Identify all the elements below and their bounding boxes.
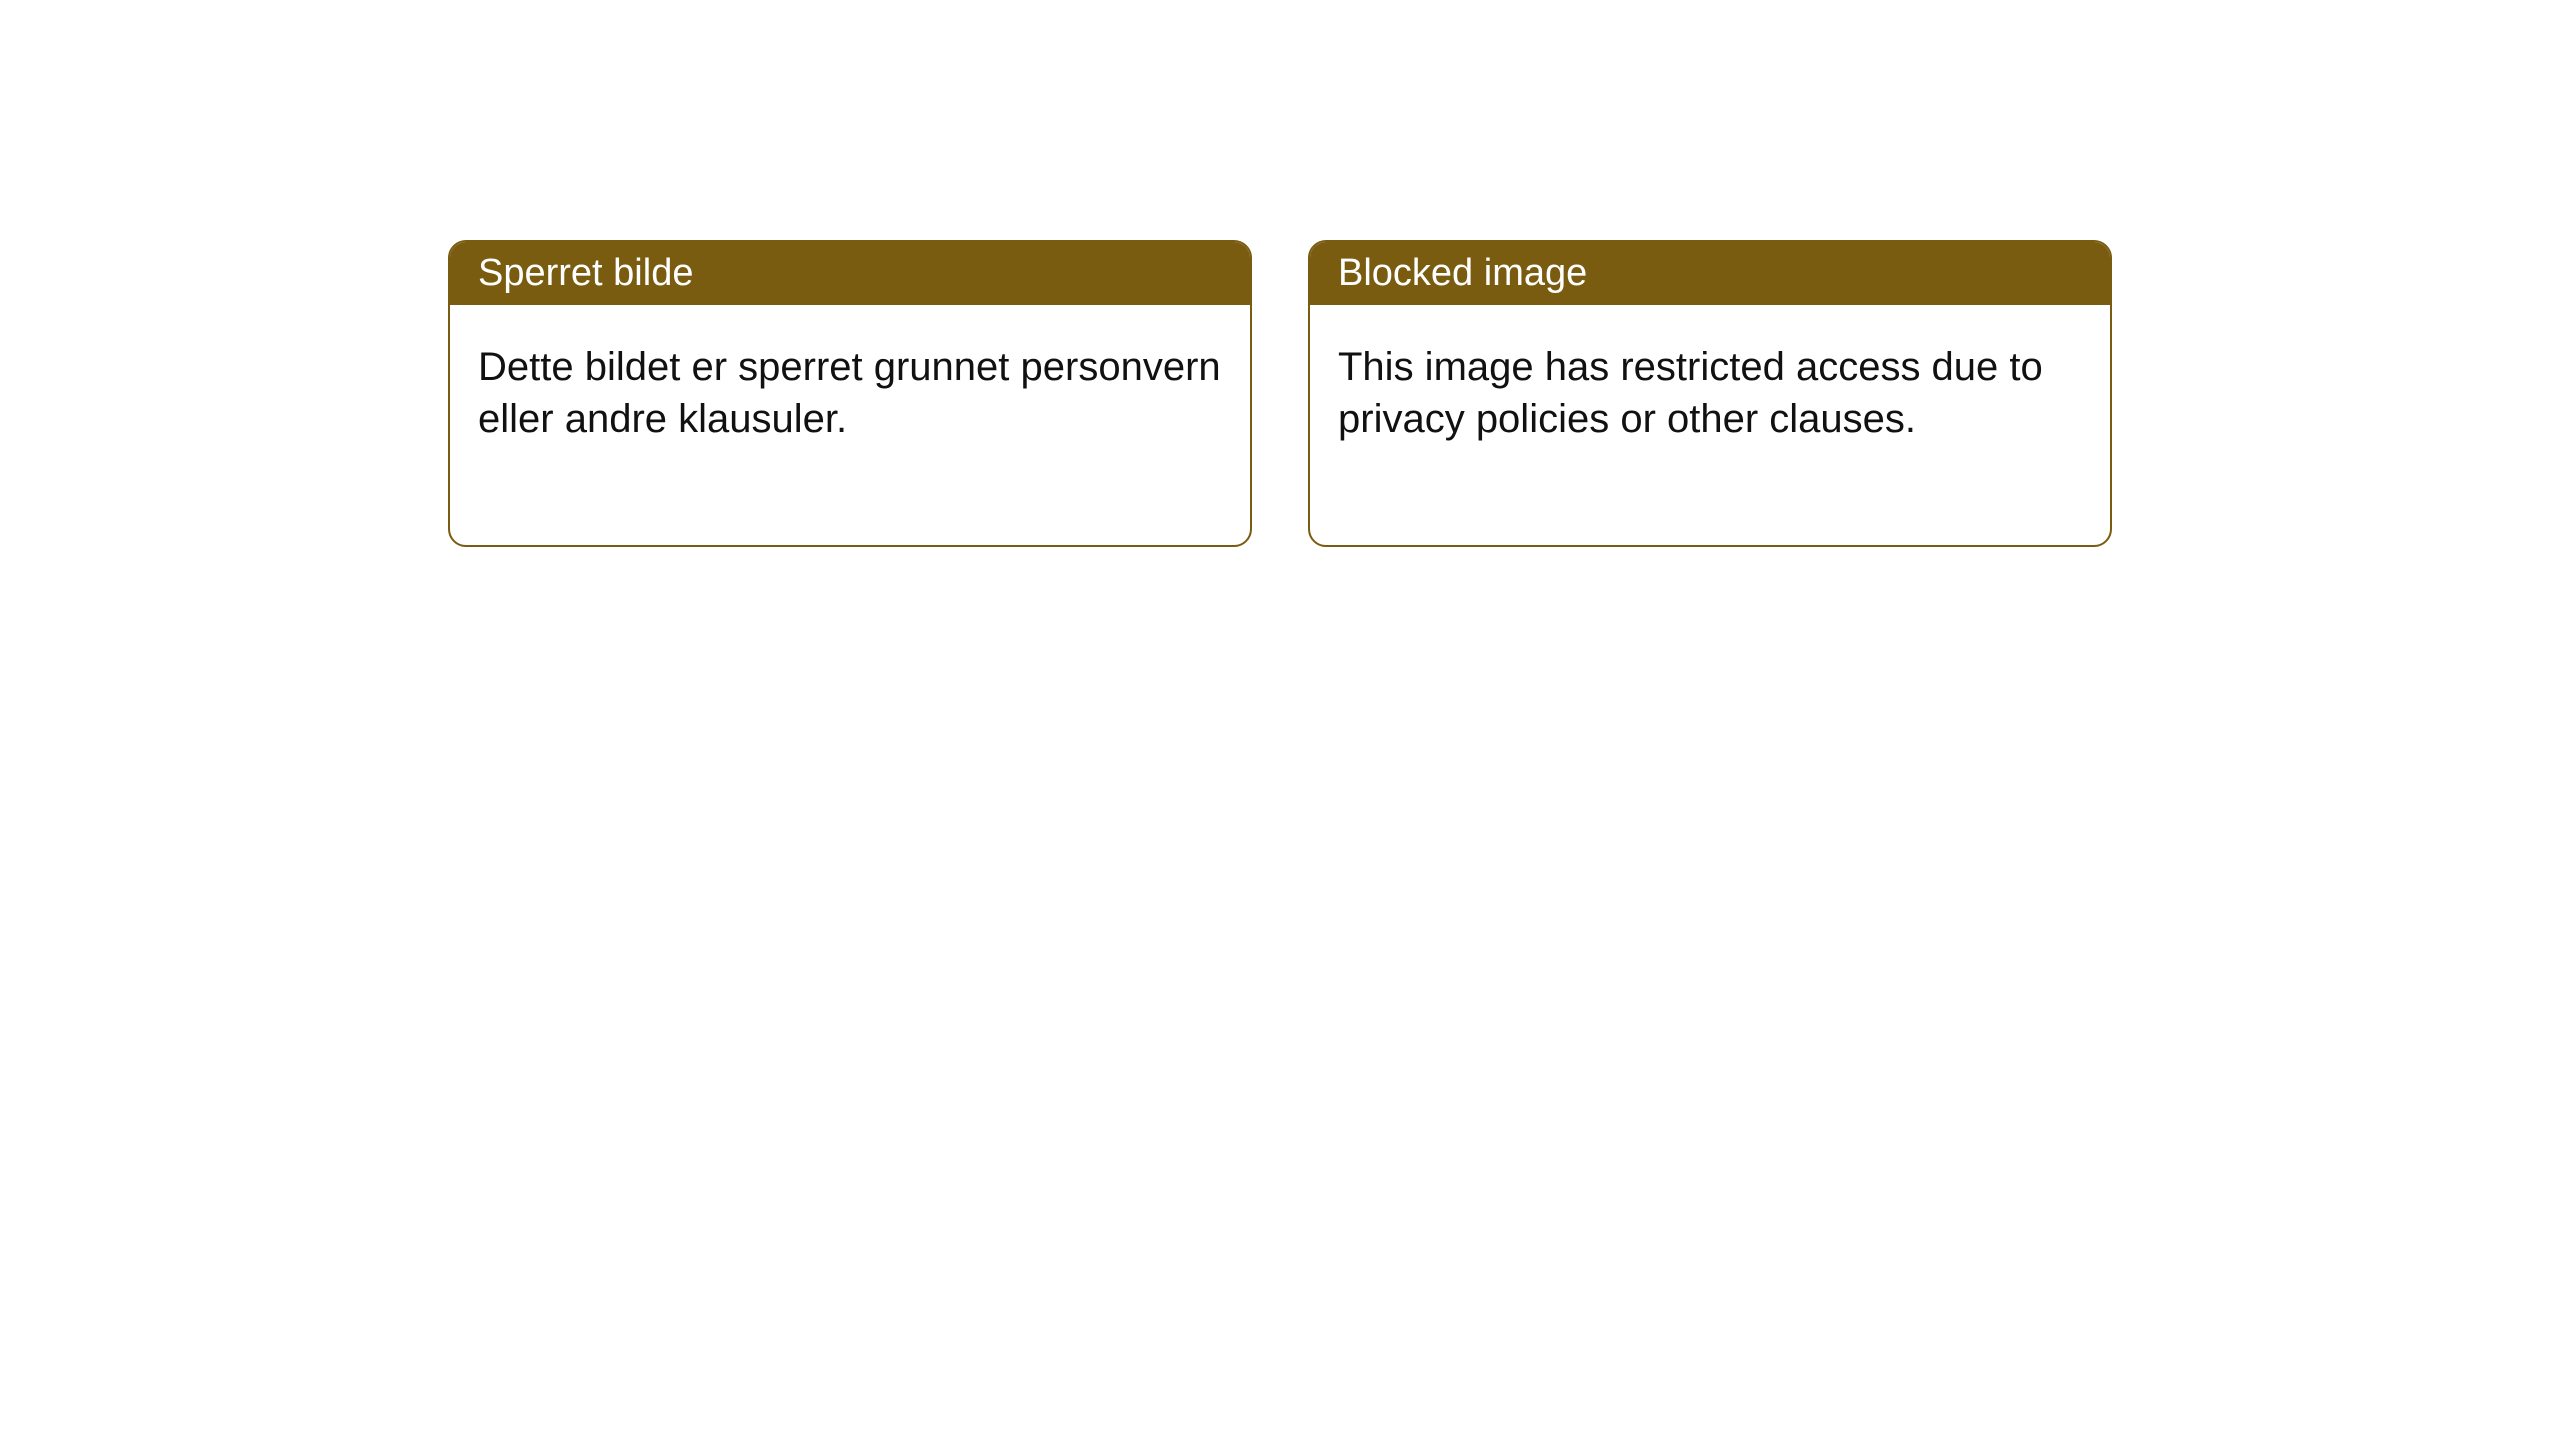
card-title: Blocked image <box>1338 252 1587 294</box>
notice-container: Sperret bilde Dette bildet er sperret gr… <box>0 0 2560 547</box>
notice-card-norwegian: Sperret bilde Dette bildet er sperret gr… <box>448 240 1252 547</box>
card-message: Dette bildet er sperret grunnet personve… <box>478 345 1221 441</box>
notice-card-english: Blocked image This image has restricted … <box>1308 240 2112 547</box>
card-body: Dette bildet er sperret grunnet personve… <box>450 305 1250 545</box>
card-header: Sperret bilde <box>450 242 1250 305</box>
card-body: This image has restricted access due to … <box>1310 305 2110 545</box>
card-message: This image has restricted access due to … <box>1338 345 2043 441</box>
card-title: Sperret bilde <box>478 252 693 294</box>
card-header: Blocked image <box>1310 242 2110 305</box>
